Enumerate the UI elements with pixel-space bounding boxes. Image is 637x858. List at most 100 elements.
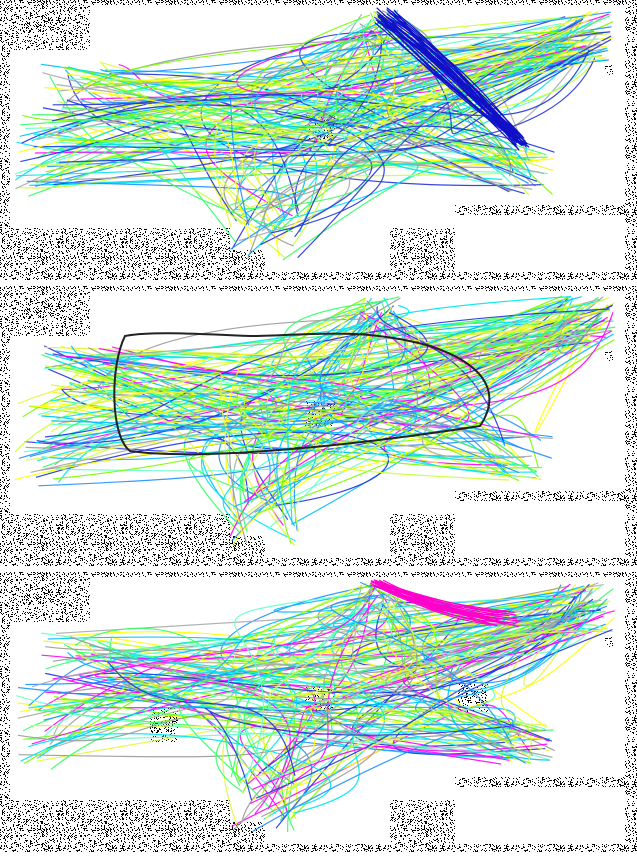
trajectory: [53, 415, 520, 482]
trajectory: [400, 297, 614, 334]
trajectory: [355, 36, 515, 164]
obstacle: [0, 0, 637, 5]
trajectory: [279, 710, 518, 793]
trajectory: [381, 10, 512, 192]
trajectory: [268, 601, 609, 700]
trajectory: [57, 403, 332, 490]
trajectory: [49, 75, 536, 170]
trajectory: [17, 687, 521, 726]
trajectory: [340, 23, 562, 173]
trajectory: [238, 620, 584, 775]
trajectory: [17, 711, 553, 758]
trajectory: [21, 104, 385, 234]
trajectory: [319, 311, 585, 412]
trajectory: [107, 661, 296, 776]
trajectory: [45, 365, 510, 481]
trajectory: [26, 728, 516, 752]
trajectory: [263, 604, 496, 783]
trajectory: [47, 384, 280, 523]
trajectory: [394, 10, 518, 141]
trajectory: [43, 344, 591, 403]
trajectory: [380, 20, 522, 137]
trajectory: [376, 585, 497, 619]
loop-trajectory: [113, 332, 491, 456]
trajectory: [72, 352, 290, 491]
trajectory: [70, 345, 271, 492]
trajectory: [367, 594, 571, 628]
trajectory: [278, 325, 571, 487]
trajectory: [259, 694, 552, 774]
trajectory: [26, 323, 581, 461]
obstacle: [390, 228, 455, 280]
trajectory: [22, 28, 390, 121]
trajectory: [17, 663, 515, 747]
trajectory: [31, 684, 316, 785]
trajectory: [55, 350, 418, 507]
obstacle: [455, 491, 637, 501]
trajectory: [229, 312, 614, 537]
trajectory: [239, 724, 510, 812]
trajectories: [14, 295, 616, 546]
trajectory: [227, 600, 502, 757]
trajectory: [97, 318, 378, 391]
obstacle: [0, 286, 90, 336]
trajectory: [276, 388, 506, 527]
trajectory: [19, 95, 532, 178]
trajectory: [86, 365, 237, 521]
trajectory: [234, 593, 361, 780]
trajectory: [248, 160, 533, 223]
trajectory: [383, 602, 532, 759]
trajectory: [331, 590, 586, 695]
trajectory: [226, 320, 421, 500]
trajectory: [25, 18, 362, 129]
obstacle: [0, 572, 637, 577]
trajectory: [62, 106, 368, 211]
trajectory: [51, 313, 453, 410]
trajectory: [78, 598, 608, 706]
obstacle: [0, 572, 10, 852]
trajectory: [281, 389, 502, 544]
trajectory: [44, 669, 288, 785]
trajectory: [71, 365, 299, 533]
trajectory: [109, 296, 582, 407]
trajectory: [256, 601, 573, 661]
trajectory: [56, 328, 564, 419]
trajectory: [219, 38, 564, 225]
trajectory: [294, 125, 555, 237]
trajectory: [36, 141, 419, 228]
trajectories: [14, 7, 614, 261]
trajectory: [32, 597, 415, 688]
trajectory: [77, 652, 285, 779]
obstacle: [0, 0, 10, 280]
trajectory: [349, 302, 608, 348]
trajectory: [41, 109, 516, 165]
trajectory: [25, 330, 612, 449]
map-panel: [0, 286, 637, 566]
trajectory: [250, 336, 583, 503]
obstacle: [605, 637, 613, 647]
trajectory: [268, 321, 616, 387]
trajectory: [342, 608, 589, 680]
trajectory: [284, 29, 591, 94]
trajectory: [255, 414, 539, 515]
trajectory: [53, 696, 503, 725]
trajectory: [416, 317, 609, 380]
trajectory: [37, 308, 365, 416]
trajectory: [56, 360, 250, 525]
trajectory: [236, 31, 587, 95]
trajectory: [58, 57, 596, 163]
trajectory: [271, 297, 603, 421]
trajectory: [38, 297, 569, 487]
trajectory: [62, 36, 585, 107]
trajectory: [350, 609, 602, 668]
obstacle: [0, 572, 90, 622]
trajectory: [317, 315, 507, 471]
trajectory: [287, 296, 572, 525]
obstacle: [605, 351, 613, 361]
trajectories: [16, 579, 615, 833]
trajectory: [16, 138, 318, 233]
trajectory: [252, 717, 514, 832]
trajectory: [335, 18, 564, 137]
trajectory: [374, 22, 523, 146]
